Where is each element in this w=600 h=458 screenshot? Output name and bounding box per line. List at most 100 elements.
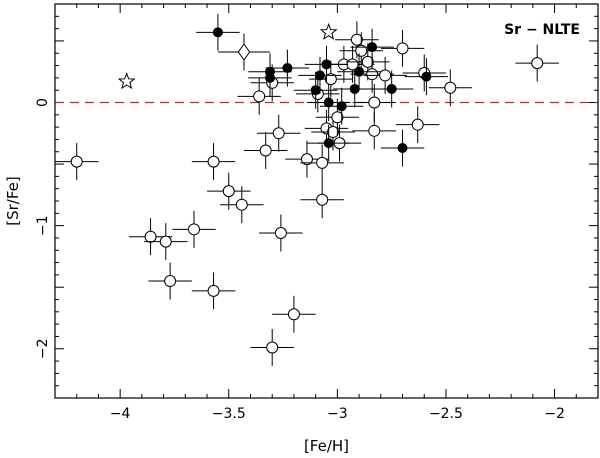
- data-point: [337, 53, 381, 91]
- data-point: [315, 98, 360, 136]
- data-point: [319, 87, 364, 125]
- data-point: [369, 70, 414, 108]
- y-tick-label: −2: [35, 338, 51, 359]
- axis-ticks: [54, 3, 599, 399]
- diamond-marker: [237, 43, 251, 61]
- open-circle-marker: [164, 275, 177, 288]
- filled-circle-marker: [314, 70, 325, 81]
- data-point: [304, 45, 349, 83]
- open-circle-marker: [266, 341, 279, 354]
- open-circle-marker: [207, 155, 220, 168]
- data-point: [243, 132, 288, 169]
- data-point: [300, 181, 344, 219]
- y-tick-label: 0: [35, 98, 51, 107]
- x-tick-label: −2.5: [429, 406, 463, 422]
- open-circle-marker: [361, 55, 374, 68]
- star-marker: [319, 22, 338, 40]
- tick-labels: −4 −3.5 −3 −2.5 −2 0 −1 −2: [35, 98, 565, 422]
- open-circle-marker: [331, 111, 344, 124]
- star-marker: [117, 72, 136, 90]
- open-circle-marker: [368, 96, 381, 109]
- plot-frame: [54, 3, 599, 399]
- open-circle-marker: [188, 223, 201, 236]
- open-circle-marker: [272, 127, 285, 140]
- open-circle-marker: [287, 308, 300, 321]
- open-circle-marker: [444, 81, 457, 94]
- open-circle-marker: [70, 155, 83, 168]
- data-point: [172, 210, 216, 248]
- open-circle-marker: [316, 193, 329, 206]
- open-circle-marker: [366, 68, 379, 81]
- data-point: [298, 56, 342, 94]
- filled-circle-marker: [282, 63, 293, 74]
- open-circle-marker: [300, 153, 313, 166]
- data-point: [300, 144, 344, 182]
- filled-circle-marker: [367, 42, 378, 53]
- filled-circle-marker: [323, 97, 334, 108]
- data-point: [352, 112, 397, 150]
- filled-circle-marker: [397, 143, 408, 154]
- data-point: [128, 218, 173, 256]
- data-point: [404, 58, 449, 96]
- x-axis-label: [Fe/H]: [304, 437, 349, 455]
- data-point: [191, 143, 236, 181]
- open-circle-marker: [324, 73, 337, 86]
- filled-circle-marker: [354, 66, 365, 77]
- open-circle-marker: [316, 156, 329, 169]
- data-point: [306, 124, 351, 162]
- data-point: [396, 106, 440, 144]
- open-circle-marker: [327, 126, 340, 139]
- data-point: [217, 33, 271, 71]
- open-circle-marker: [355, 44, 368, 57]
- filled-circle-marker: [386, 83, 397, 94]
- open-circle-marker: [222, 185, 235, 198]
- filled-circle-marker: [336, 101, 347, 112]
- open-circle-marker: [235, 198, 248, 211]
- y-tick-label: −1: [35, 215, 51, 236]
- data-point: [380, 29, 425, 67]
- data-point: [237, 77, 281, 115]
- data-point: [333, 70, 377, 108]
- data-point: [250, 329, 294, 366]
- x-tick-label: −2: [544, 406, 565, 422]
- data-point: [265, 49, 310, 87]
- filled-circle-marker: [421, 71, 432, 82]
- data-point: [259, 214, 303, 252]
- filled-circle-marker: [265, 72, 276, 83]
- open-circle-marker: [159, 235, 172, 248]
- data-point: [191, 272, 236, 310]
- data-point: [117, 72, 136, 90]
- data-point: [248, 59, 292, 97]
- data-point: [319, 22, 338, 40]
- data-point: [363, 56, 407, 94]
- filled-circle-marker: [310, 85, 321, 96]
- data-point: [196, 13, 240, 51]
- data-point: [380, 129, 425, 167]
- x-tick-label: −4: [110, 406, 131, 422]
- data-points: [55, 13, 559, 366]
- data-point: [256, 114, 301, 152]
- open-circle-marker: [253, 90, 266, 103]
- x-tick-label: −3.5: [212, 406, 246, 422]
- data-point: [148, 262, 192, 300]
- x-tick-label: −3: [327, 406, 348, 422]
- data-point: [272, 295, 316, 333]
- data-point: [207, 172, 251, 210]
- open-circle-marker: [368, 124, 381, 137]
- open-circle-marker: [396, 42, 409, 55]
- filled-circle-marker: [349, 83, 360, 94]
- open-circle-marker: [274, 227, 287, 240]
- open-circle-marker: [259, 144, 272, 157]
- open-circle-marker: [144, 230, 157, 243]
- data-point: [220, 186, 264, 224]
- filled-circle-marker: [212, 27, 223, 38]
- filled-circle-marker: [321, 59, 332, 70]
- open-circle-marker: [350, 33, 363, 46]
- data-point: [144, 223, 188, 261]
- data-point: [515, 44, 559, 82]
- data-point: [55, 143, 99, 181]
- filled-circle-marker: [323, 138, 334, 149]
- y-axis-label: [Sr/Fe]: [4, 176, 22, 225]
- open-circle-marker: [379, 69, 392, 82]
- chart-annotation: Sr − NLTE: [504, 22, 580, 38]
